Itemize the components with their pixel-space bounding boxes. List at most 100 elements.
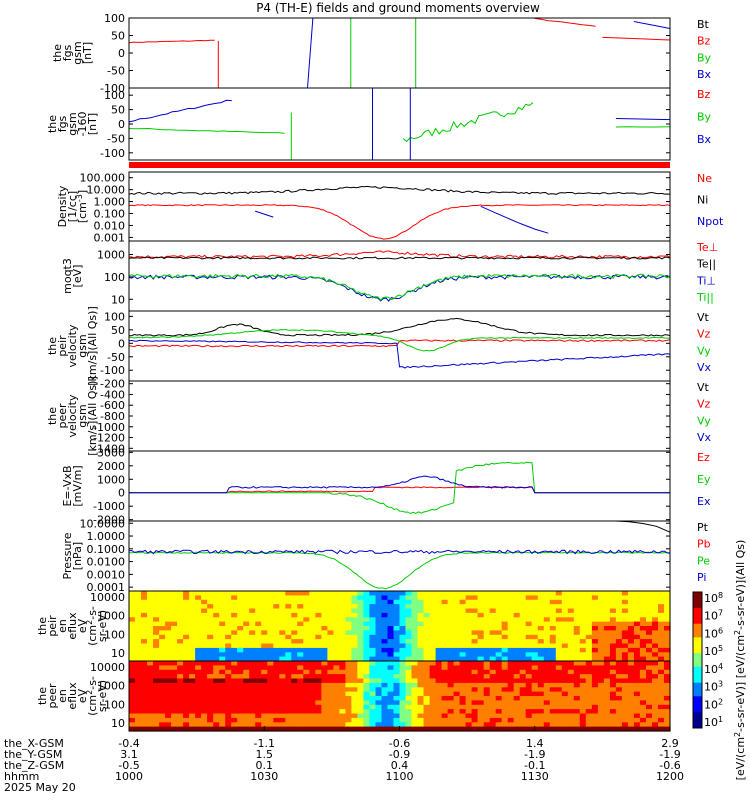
spectrogram-cell <box>351 613 358 618</box>
spectrogram-cell <box>351 595 358 600</box>
spectrogram-cell <box>532 683 539 688</box>
spectrogram-cell <box>424 591 431 596</box>
spectrogram-cell <box>303 687 310 692</box>
spectrogram-cell <box>526 683 533 688</box>
spectrogram-cell <box>243 630 250 635</box>
legend-Vy: Vy <box>697 344 711 357</box>
spectrogram-cell <box>616 652 623 657</box>
spectrogram-cell <box>562 613 569 618</box>
spectrogram-cell <box>333 714 340 719</box>
spectrogram-cell <box>436 705 443 710</box>
spectrogram-cell <box>219 591 226 596</box>
spectrogram-cell <box>321 692 328 697</box>
spectrogram-cell <box>225 696 232 701</box>
spectrogram-cell <box>369 644 376 649</box>
spectrogram-cell <box>279 661 286 666</box>
spectrogram-cell <box>141 617 148 622</box>
spectrogram-cell <box>394 617 401 622</box>
spectrogram-cell <box>327 639 334 644</box>
spectrogram-cell <box>237 609 244 614</box>
spectrogram-cell <box>652 644 659 649</box>
y-axis-label-line: [eV] <box>71 265 84 288</box>
spectrogram-cell <box>586 705 593 710</box>
spectrogram-cell <box>556 595 563 600</box>
spectrogram-cell <box>412 696 419 701</box>
legend-Vx: Vx <box>697 431 712 444</box>
spectrogram-cell <box>532 709 539 714</box>
spectrogram-cell <box>171 648 178 653</box>
line-Ex <box>129 476 670 493</box>
spectrogram-cell <box>135 714 142 719</box>
spectrogram-cell <box>273 705 280 710</box>
spectrogram-cell <box>538 626 545 631</box>
spectrogram-cell <box>652 591 659 596</box>
spectrogram-cell <box>207 705 214 710</box>
spectrogram-cell <box>544 652 551 657</box>
spectrogram-cell <box>418 591 425 596</box>
spectrogram-cell <box>213 700 220 705</box>
spectrogram-cell <box>466 700 473 705</box>
legend-Bx: Bx <box>697 133 712 146</box>
spectrogram-cell <box>315 648 322 653</box>
spectrogram-cell <box>598 661 605 666</box>
spectrogram-cell <box>562 591 569 596</box>
spectrogram-cell <box>466 626 473 631</box>
spectrogram-cell <box>442 714 449 719</box>
spectrogram-cell <box>291 670 298 675</box>
legend-Vz: Vz <box>697 328 711 341</box>
spectrogram-cell <box>574 692 581 697</box>
spectrogram-cell <box>279 714 286 719</box>
spectrogram-cell <box>604 635 611 640</box>
spectrogram-cell <box>652 609 659 614</box>
spectrogram-cell <box>466 613 473 618</box>
spectrogram-cell <box>580 665 587 670</box>
spectrogram-cell <box>339 648 346 653</box>
spectrogram-cell <box>400 705 407 710</box>
spectrogram-cell <box>532 687 539 692</box>
spectrogram-cell <box>291 700 298 705</box>
spectrogram-cell <box>327 591 334 596</box>
spectrogram-cell <box>291 617 298 622</box>
spectrogram-cell <box>237 661 244 666</box>
spectrogram-cell <box>243 687 250 692</box>
spectrogram-cell <box>544 635 551 640</box>
spectrogram-cell <box>129 661 136 666</box>
spectrogram-cell <box>556 644 563 649</box>
spectrogram-cell <box>207 630 214 635</box>
spectrogram-cell <box>454 604 461 609</box>
spectrogram-cell <box>195 652 202 657</box>
spectrogram-cell <box>201 613 208 618</box>
spectrogram-cell <box>538 718 545 723</box>
spectrogram-cell <box>388 635 395 640</box>
spectrogram-cell <box>514 630 521 635</box>
spectrogram-cell <box>472 661 479 666</box>
spectrogram-cell <box>562 670 569 675</box>
spectrogram-cell <box>243 652 250 657</box>
spectrogram-cell <box>219 709 226 714</box>
spectrogram-cell <box>586 674 593 679</box>
spectrogram-cell <box>496 609 503 614</box>
spectrogram-cell <box>556 674 563 679</box>
spectrogram-cell <box>207 679 214 684</box>
spectrogram-cell <box>327 665 334 670</box>
spectrogram-cell <box>309 687 316 692</box>
spectrogram-cell <box>261 705 268 710</box>
line-By-noisy <box>403 103 533 142</box>
y-tick-label: -100 <box>100 147 125 160</box>
spectrogram-cell <box>502 639 509 644</box>
spectrogram-cell <box>400 639 407 644</box>
spectrogram-cell <box>363 604 370 609</box>
spectrogram-cell <box>604 609 611 614</box>
spectrogram-cell <box>460 609 467 614</box>
spectrogram-cell <box>406 692 413 697</box>
spectrogram-cell <box>442 696 449 701</box>
spectrogram-cell <box>376 635 383 640</box>
spectrogram-cell <box>388 709 395 714</box>
spectrogram-cell <box>628 604 635 609</box>
line-Ti-par <box>129 274 670 300</box>
spectrogram-cell <box>333 635 340 640</box>
spectrogram-cell <box>496 617 503 622</box>
spectrogram-cell <box>351 665 358 670</box>
spectrogram-cell <box>189 670 196 675</box>
